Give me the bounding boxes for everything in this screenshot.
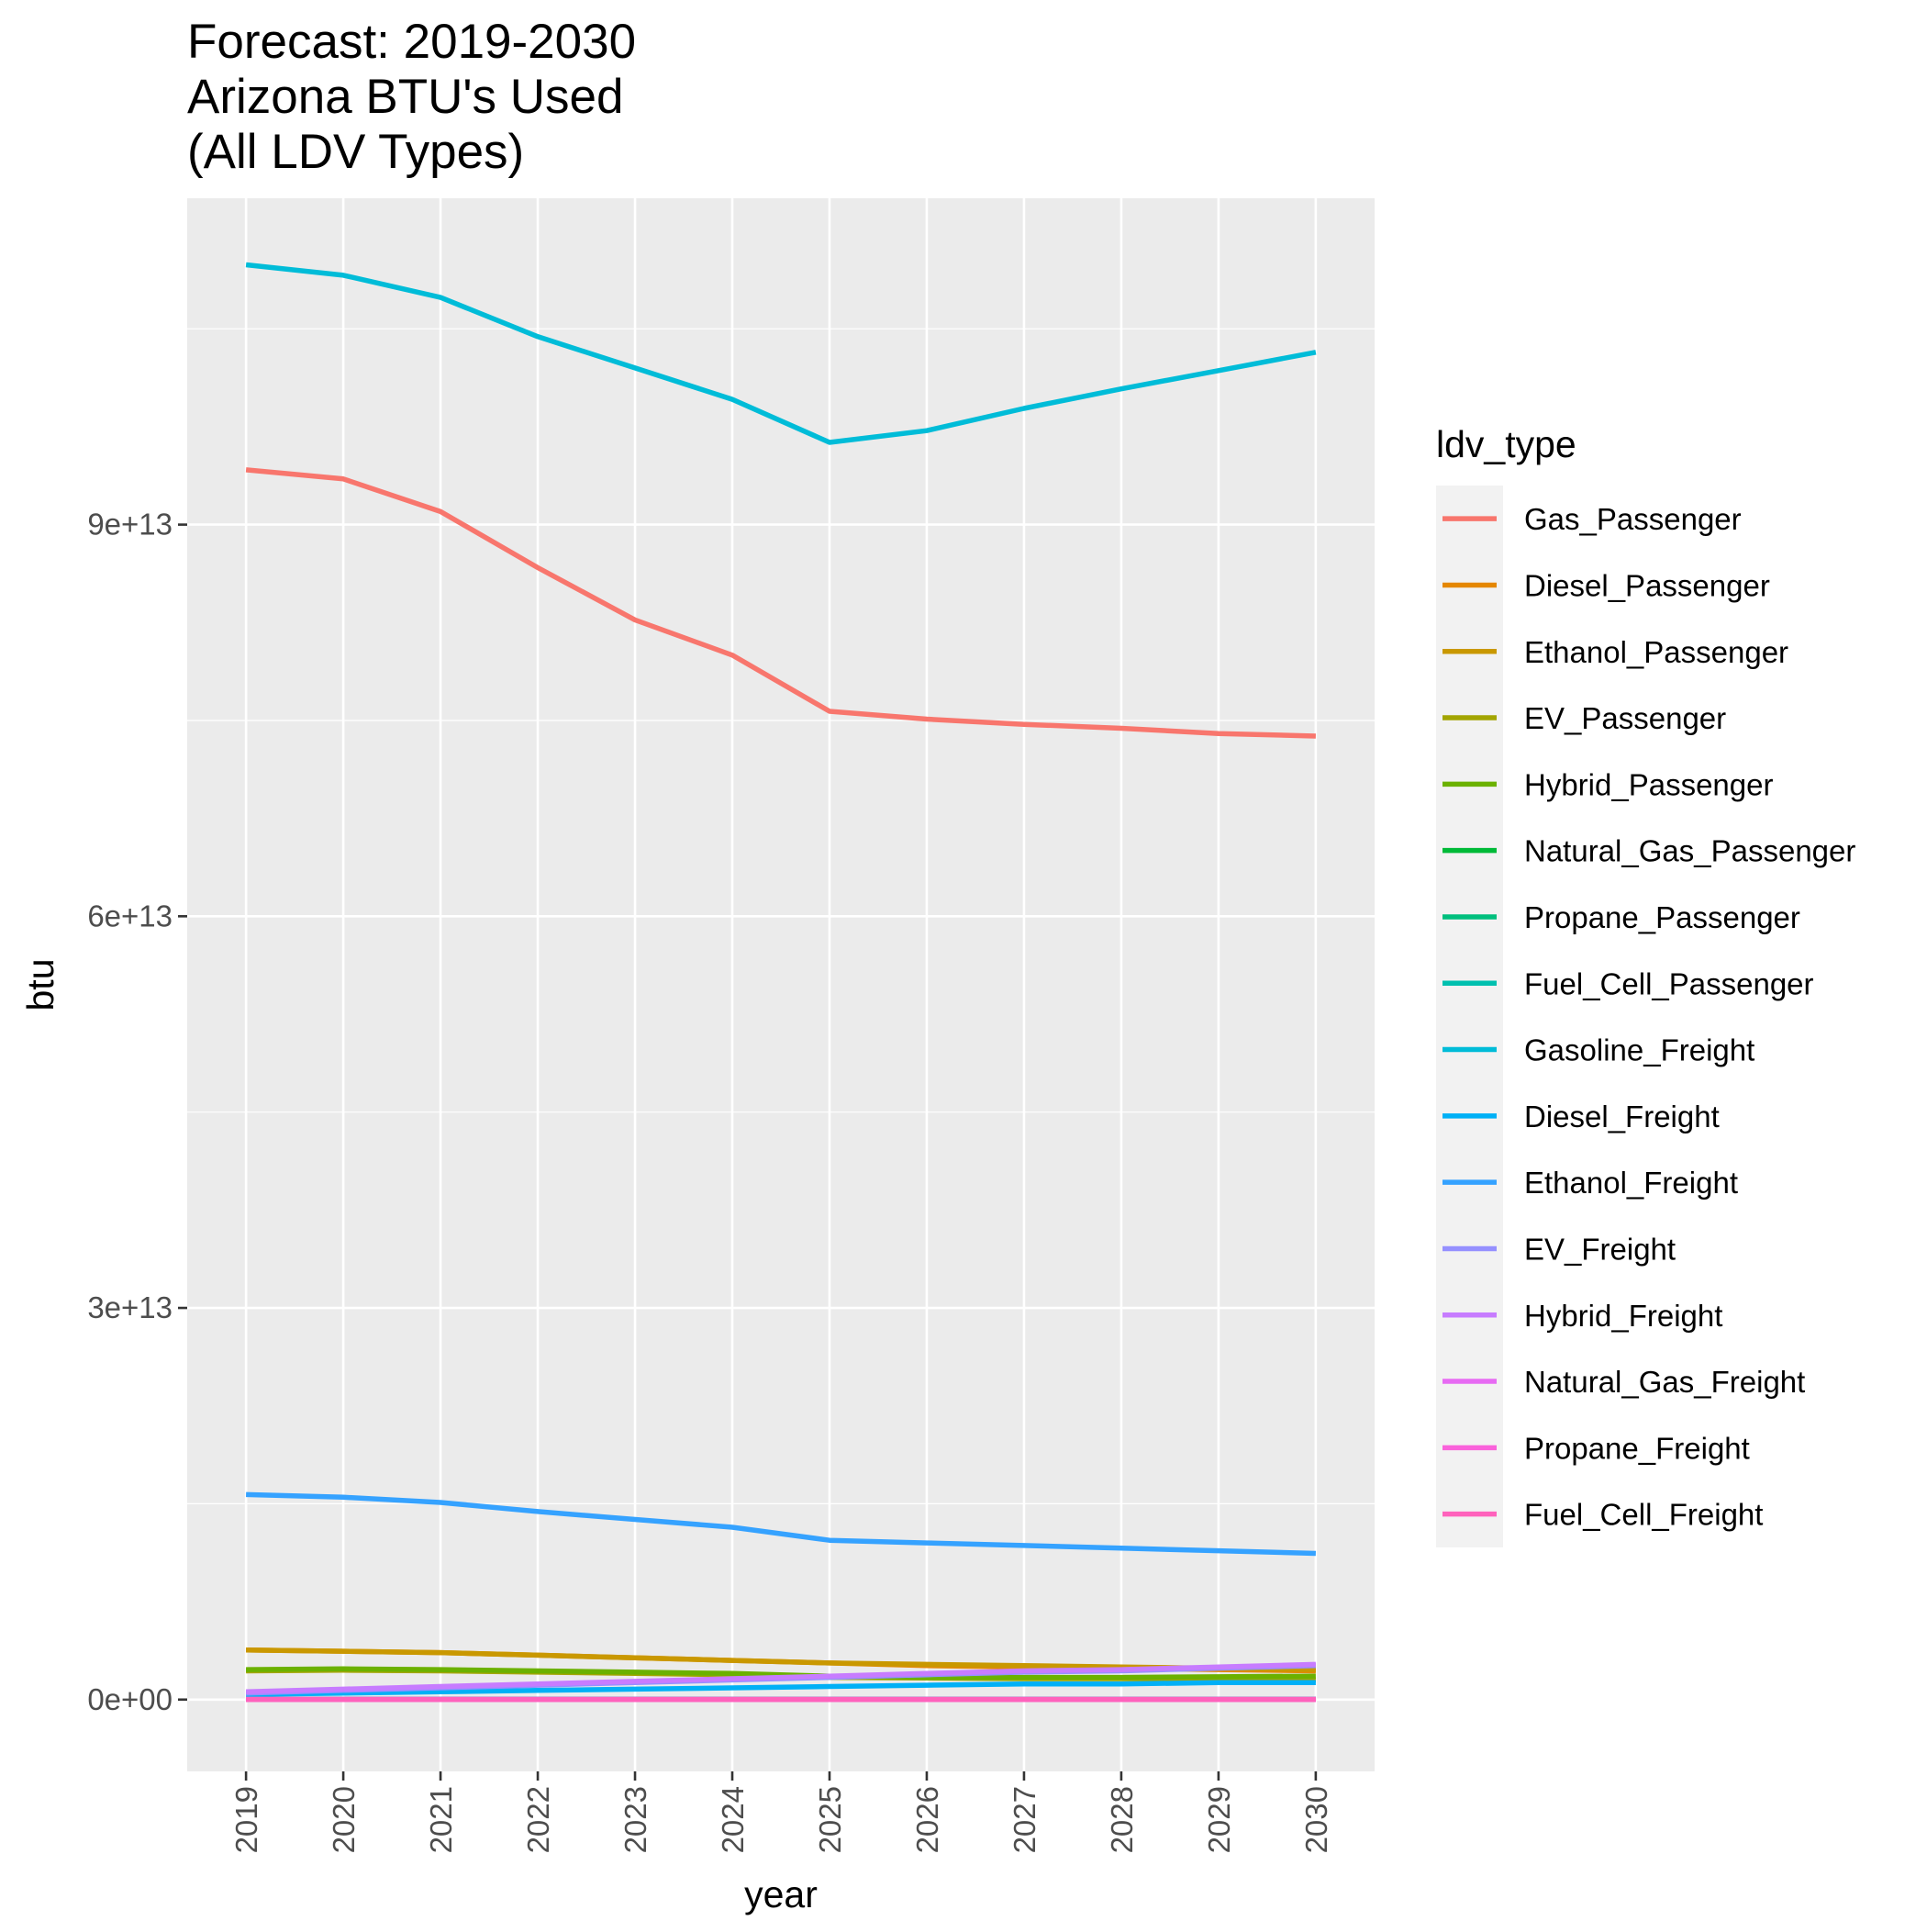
legend-label: Diesel_Freight	[1524, 1100, 1720, 1134]
x-tick-label: 2029	[1202, 1786, 1236, 1853]
legend-label: EV_Freight	[1524, 1232, 1676, 1266]
chart-title-line-3: (All LDV Types)	[187, 125, 524, 179]
legend-label: Ethanol_Freight	[1524, 1166, 1738, 1200]
legend-key-background	[1436, 486, 1503, 1547]
legend-label: Diesel_Passenger	[1524, 568, 1770, 602]
y-axis: 0e+00 3e+13 6e+13 9e+13	[87, 508, 187, 1716]
plot-panel	[187, 198, 1375, 1771]
x-tick-label: 2026	[910, 1786, 944, 1853]
series-line-diesel-freight	[246, 1680, 1316, 1697]
legend-items: Gas_Passenger Diesel_Passenger Ethanol_Pas…	[1442, 502, 1855, 1532]
legend-label: Gas_Passenger	[1524, 502, 1742, 536]
y-tick-label: 0e+00	[87, 1682, 173, 1716]
x-tick-label: 2022	[521, 1786, 555, 1853]
y-tick-label: 9e+13	[87, 508, 173, 542]
x-axis-title: year	[744, 1873, 818, 1915]
chart-title-line-1: Forecast: 2019-2030	[187, 15, 636, 69]
series-line-gas-passenger	[245, 467, 1316, 739]
legend-label: Fuel_Cell_Freight	[1524, 1498, 1763, 1532]
legend-label: Propane_Freight	[1524, 1431, 1750, 1465]
legend-label: Fuel_Cell_Passenger	[1524, 966, 1814, 1000]
minor-gridlines	[187, 328, 1375, 1505]
x-tick-label: 2023	[618, 1786, 652, 1853]
x-axis: 2019 2020 2021 2022 2023 2024 2025 2026 2027 2028…	[229, 1771, 1333, 1853]
series-line-hybrid-passenger	[246, 1666, 1316, 1681]
x-tick-label: 2030	[1299, 1786, 1333, 1853]
legend-label: Propane_Passenger	[1524, 900, 1800, 934]
chart-title: Forecast: 2019-2030 Arizona BTU's Used (…	[187, 15, 636, 179]
y-axis-title: btu	[19, 959, 61, 1011]
legend-label: Gasoline_Freight	[1524, 1033, 1754, 1067]
legend-title: ldv_type	[1436, 423, 1576, 465]
legend-label: Hybrid_Passenger	[1524, 767, 1773, 801]
legend-label: EV_Passenger	[1524, 701, 1726, 735]
series-line-gasoline-freight	[245, 262, 1317, 445]
major-gridlines	[187, 198, 1375, 1771]
legend: ldv_type Gas_Passenger Diesel_Passenger Et…	[1436, 423, 1855, 1547]
x-tick-label: 2020	[327, 1786, 361, 1853]
x-tick-label: 2019	[229, 1786, 263, 1853]
x-tick-label: 2027	[1008, 1786, 1041, 1853]
legend-label: Natural_Gas_Passenger	[1524, 834, 1855, 868]
x-tick-label: 2025	[813, 1786, 847, 1853]
series-lines	[245, 262, 1317, 1703]
series-line-hybrid-freight	[246, 1661, 1316, 1694]
chart-title-line-2: Arizona BTU's Used	[187, 70, 624, 124]
x-tick-label: 2028	[1105, 1786, 1139, 1853]
x-tick-label: 2021	[424, 1786, 458, 1853]
series-line-ethanol-freight	[246, 1491, 1316, 1557]
y-tick-label: 6e+13	[87, 899, 173, 932]
legend-label: Hybrid_Freight	[1524, 1299, 1722, 1333]
legend-label: Ethanol_Passenger	[1524, 635, 1788, 669]
x-tick-label: 2024	[716, 1786, 750, 1853]
legend-label: Natural_Gas_Freight	[1524, 1365, 1805, 1399]
y-tick-label: 3e+13	[87, 1290, 173, 1324]
